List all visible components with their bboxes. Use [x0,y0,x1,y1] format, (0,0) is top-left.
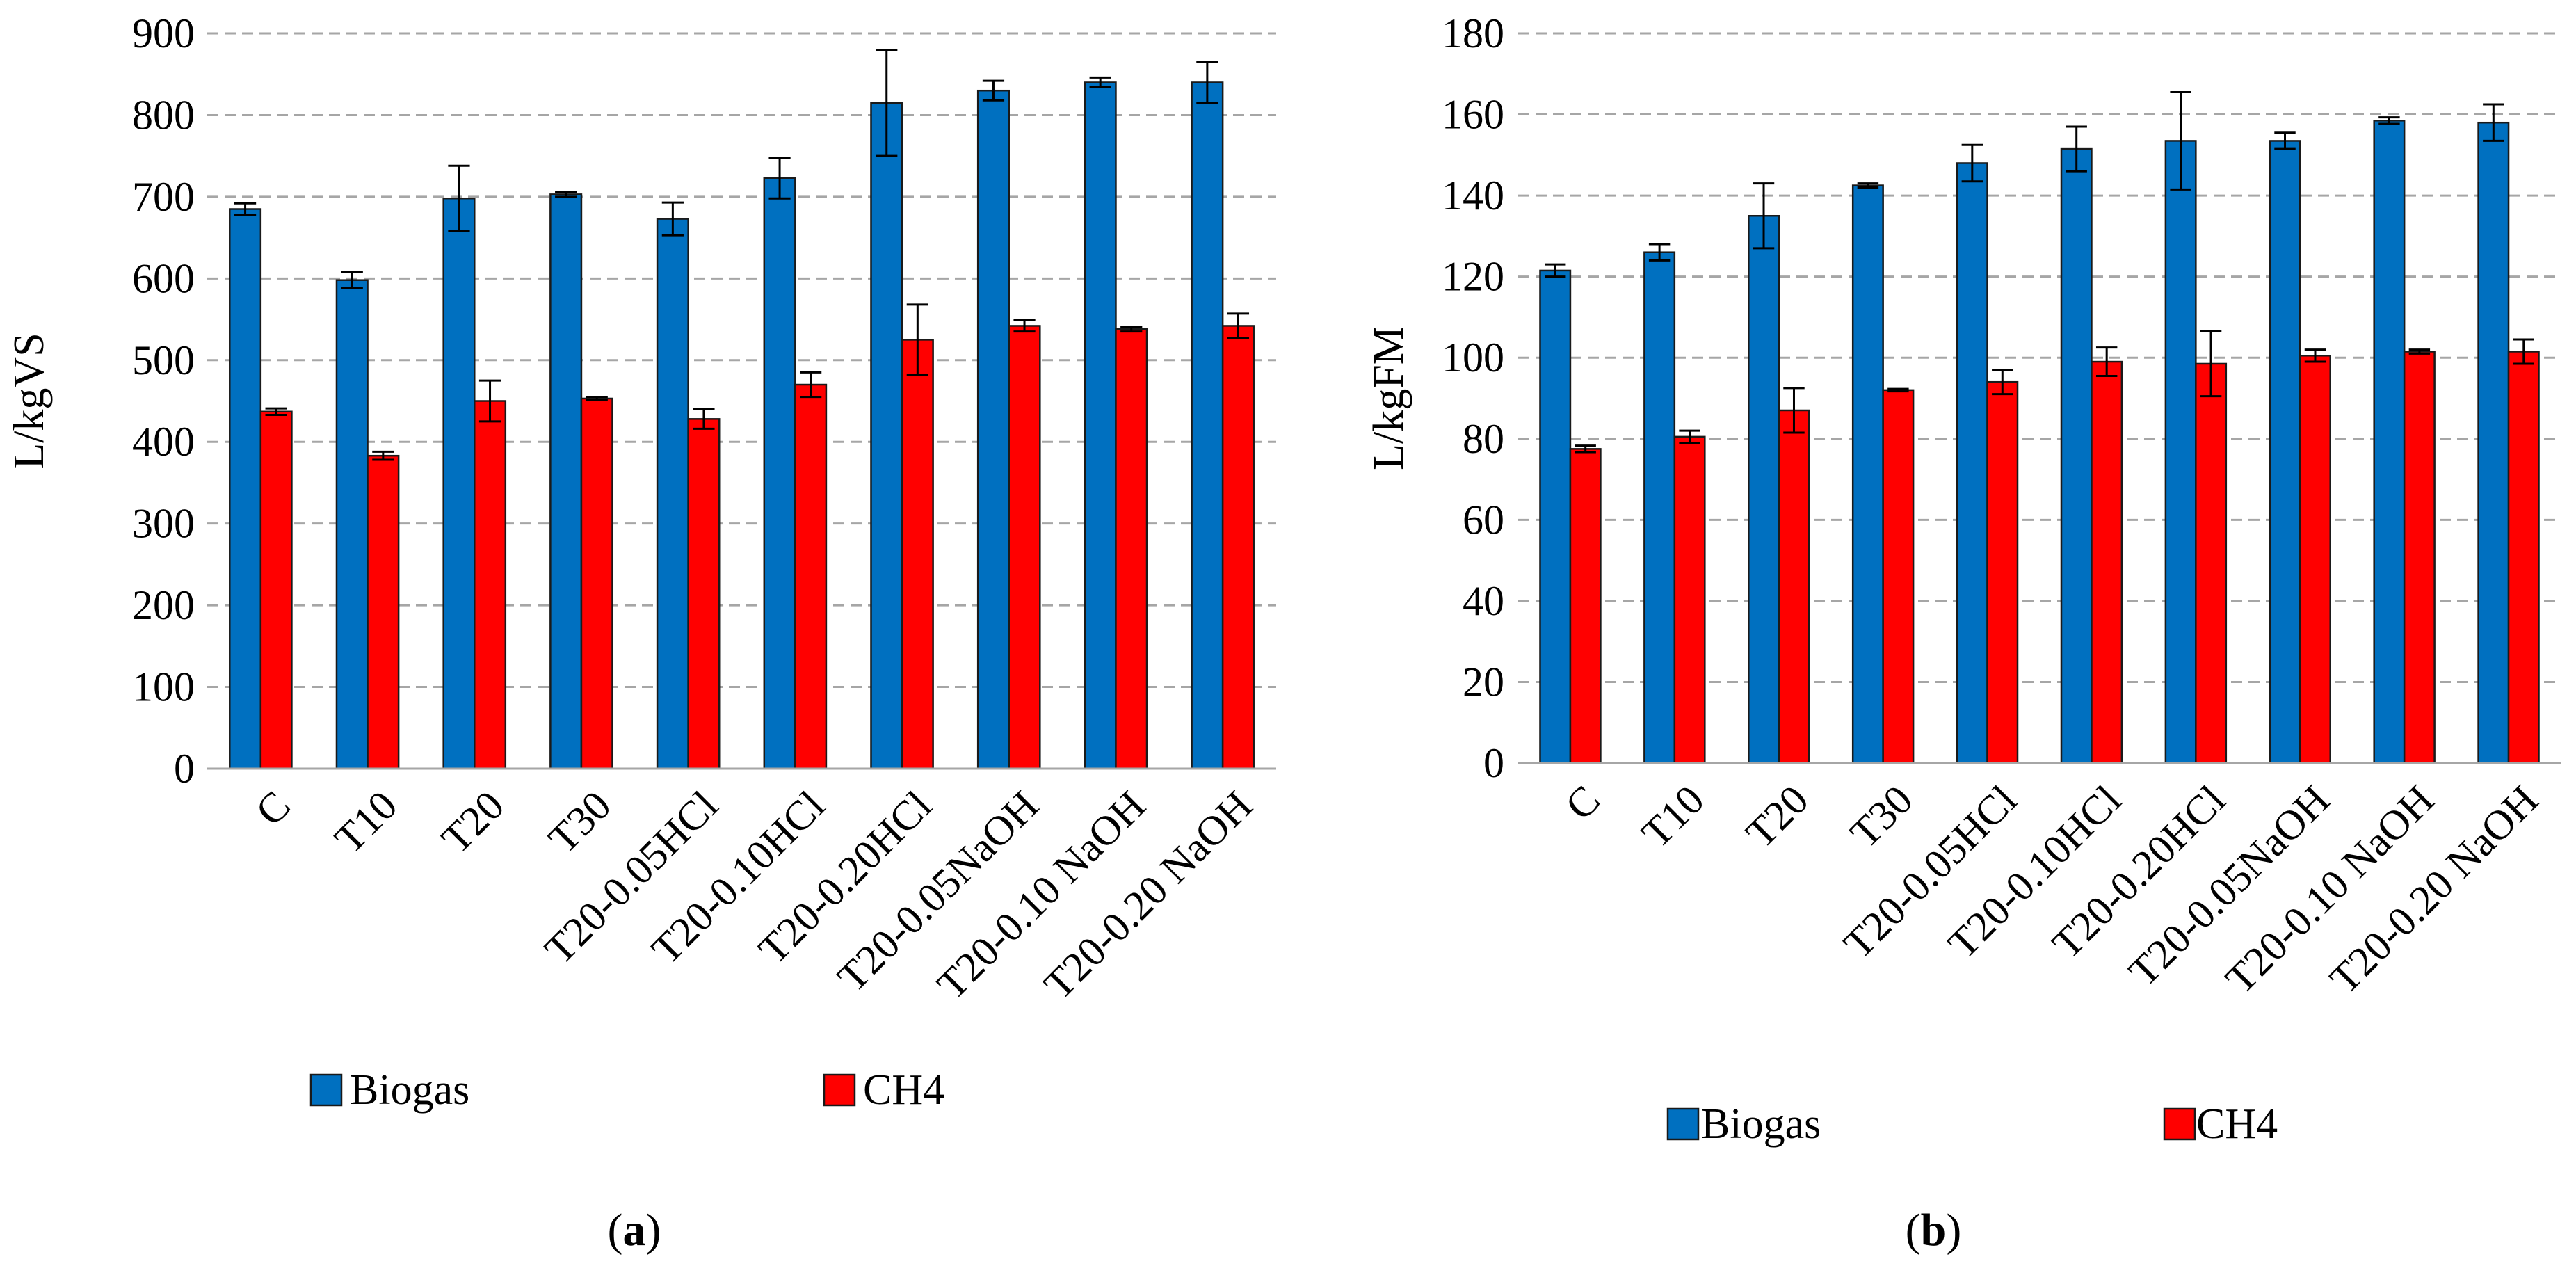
bar-ch4-7 [2299,355,2331,764]
bar-ch4-4 [1986,380,2019,764]
y-tick-label: 500 [132,337,195,383]
panel-label: (b) [1906,1205,1962,1256]
category-label-3: T30 [1842,776,1922,856]
panel-label-open: ( [1906,1205,1921,1256]
legend-label-ch4: CH4 [863,1066,944,1114]
bar-biogas-6 [2164,140,2197,764]
y-axis-title: L/kgVS [6,332,53,469]
y-tick-label: 20 [1463,659,1504,705]
category-label-1: T10 [1633,776,1713,856]
bar-biogas-3 [1851,184,1884,764]
bar-ch4-4 [687,418,721,770]
legend-swatch-biogas [309,1073,343,1107]
bar-biogas-4 [656,218,689,770]
panel-label-letter: a [623,1205,646,1256]
chart-a: 0 100 200 300 400 500 600 700 800 900 L/kgVS C T10 T2… [6,10,1276,1256]
y-tick-label: 0 [1483,740,1504,786]
legend-label-ch4: CH4 [2196,1100,2278,1148]
panel-label-open: ( [608,1205,623,1256]
legend-label-biogas: Biogas [350,1066,469,1114]
bar-ch4-0 [1569,448,1602,764]
y-tick-label: 120 [1442,254,1504,300]
bar-ch4-3 [580,397,613,770]
bar-ch4-5 [794,383,828,770]
panel-label-letter: b [1921,1205,1947,1256]
y-tick-label: 60 [1463,497,1504,543]
bar-biogas-5 [2060,147,2093,764]
legend-swatch-ch4 [823,1073,856,1107]
bar-biogas-0 [229,208,262,770]
bar-ch4-2 [1778,409,1810,764]
y-tick-label: 80 [1463,416,1504,462]
bar-ch4-1 [1673,435,1706,764]
category-label-0: C [1556,776,1609,828]
bar-ch4-5 [2091,360,2123,764]
bar-biogas-0 [1539,269,1572,764]
panel-label: (a) [608,1205,661,1256]
bar-ch4-8 [1115,328,1148,770]
legend-swatch-biogas [1666,1107,1700,1141]
bar-biogas-7 [976,89,1010,770]
category-label-0: C [247,782,299,834]
bar-biogas-5 [763,177,796,770]
legend-swatch-ch4 [2163,1107,2196,1141]
y-tick-label: 160 [1442,92,1504,138]
y-tick-label: 900 [132,10,195,56]
bar-biogas-9 [2477,121,2510,764]
bar-biogas-4 [1956,162,1988,764]
bar-ch4-7 [1008,325,1041,770]
bar-ch4-1 [367,454,400,770]
y-tick-label: 700 [132,174,195,220]
bar-ch4-3 [1882,389,1915,764]
bar-biogas-3 [549,193,583,770]
chart-b: 0 20 40 60 80 100 120 140 160 180 L/kgFM C T10 T20 T30… [1365,10,2561,1256]
bar-biogas-8 [2373,120,2406,764]
bar-biogas-1 [1643,251,1676,764]
bar-biogas-2 [442,197,476,770]
category-label-2: T20 [1737,776,1817,856]
bar-biogas-7 [2269,140,2301,764]
category-label-1: T10 [326,782,406,862]
panel-label-close: ) [646,1205,661,1256]
bar-biogas-9 [1191,81,1224,770]
y-tick-label: 600 [132,255,195,301]
legend-label-biogas: Biogas [1701,1100,1821,1148]
y-tick-label: 40 [1463,578,1504,624]
y-tick-label: 400 [132,419,195,465]
y-tick-label: 0 [174,746,195,792]
y-tick-label: 100 [1442,335,1504,380]
bar-ch4-8 [2403,351,2436,764]
y-axis-title: L/kgFM [1365,326,1412,470]
y-tick-label: 100 [132,664,195,710]
y-tick-label: 140 [1442,173,1504,218]
bar-ch4-2 [474,400,507,770]
bar-ch4-6 [2195,362,2228,764]
y-tick-label: 200 [132,582,195,628]
category-label-2: T20 [433,782,513,862]
bar-biogas-6 [870,102,903,770]
y-tick-label: 800 [132,92,195,138]
bar-ch4-9 [2507,351,2540,764]
bar-ch4-0 [259,410,293,770]
category-label-3: T30 [540,782,620,862]
bar-ch4-9 [1221,325,1255,770]
panel-label-close: ) [1946,1205,1961,1256]
y-tick-label: 300 [132,501,195,547]
y-tick-label: 180 [1442,10,1504,56]
bar-ch4-6 [901,339,934,770]
bar-biogas-2 [1748,215,1780,764]
bar-biogas-8 [1084,81,1117,770]
bar-biogas-1 [335,279,369,770]
